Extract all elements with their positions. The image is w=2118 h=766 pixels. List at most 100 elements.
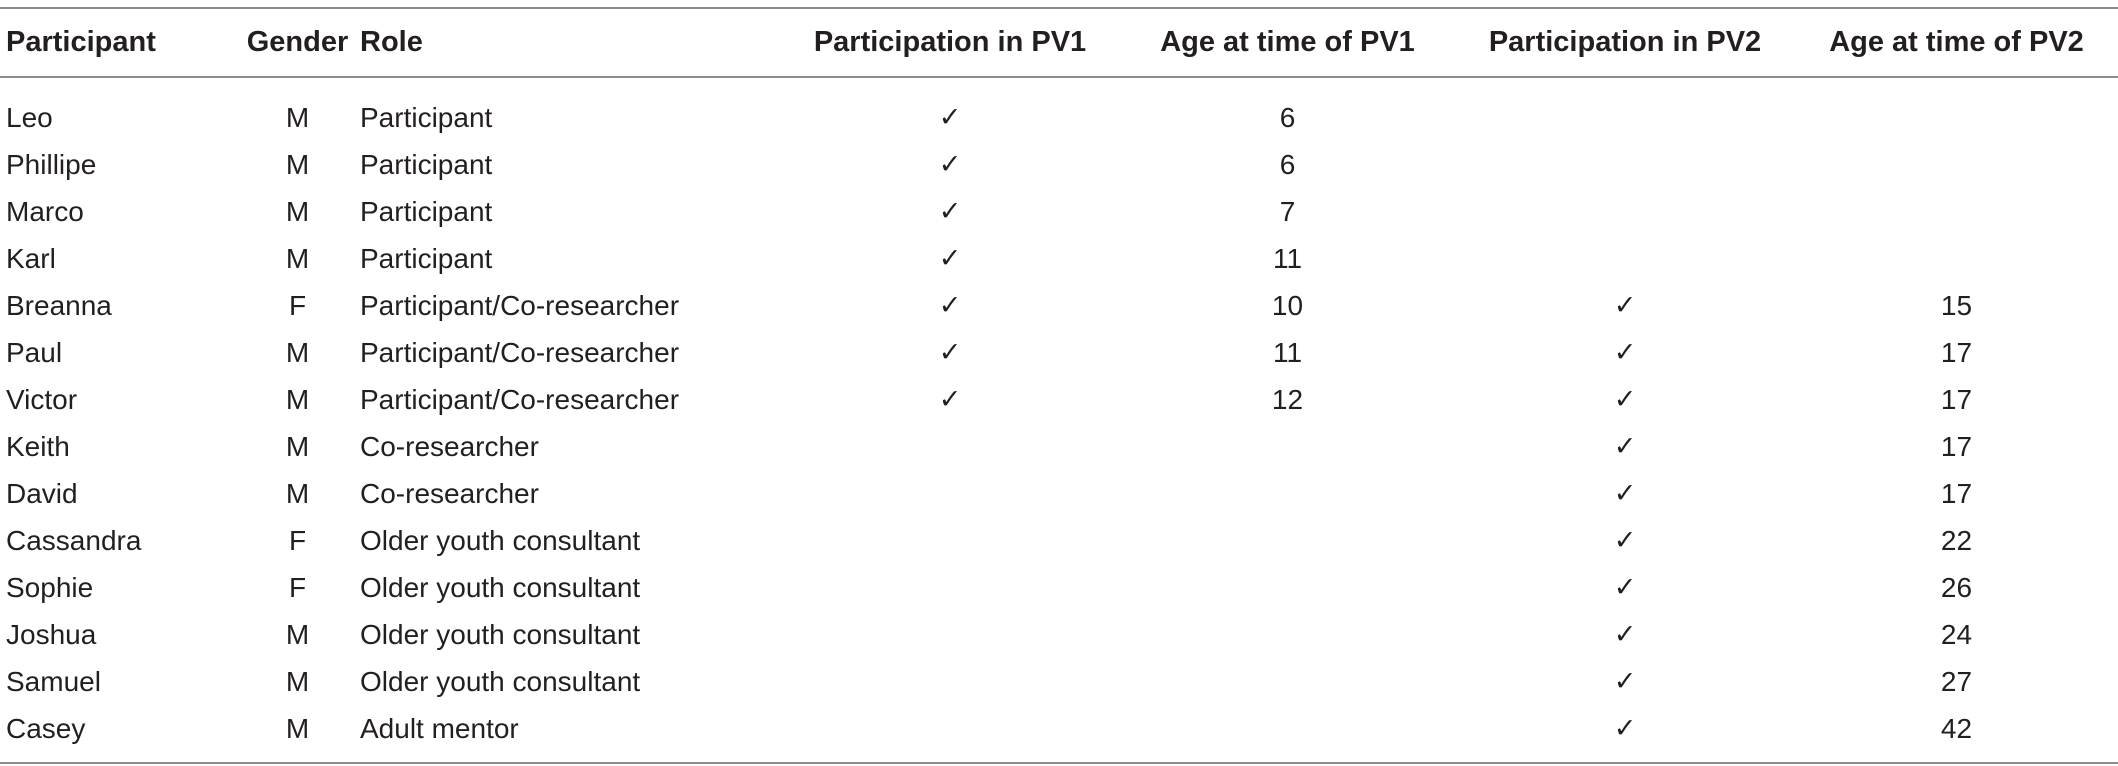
cell-participation-pv1-check-icon — [780, 611, 1120, 658]
table-row: Keith M Co-researcher ✓ 17 — [0, 423, 2118, 470]
cell-age-pv2 — [1795, 77, 2118, 141]
header-participation-pv2: Participation in PV2 — [1488, 26, 1762, 58]
cell-age-pv2 — [1795, 141, 2118, 188]
cell-participation-pv1-check-icon — [780, 470, 1120, 517]
cell-participant: Leo — [6, 101, 53, 133]
header-age-pv2: Age at time of PV2 — [1829, 26, 2084, 58]
header-age-pv1: Age at time of PV1 — [1160, 26, 1415, 58]
cell-age-pv1: 7 — [1279, 195, 1296, 227]
cell-role: Older youth consultant — [360, 524, 641, 556]
table-row: Marco M Participant ✓ 7 — [0, 188, 2118, 235]
cell-participation-pv1-check-icon: ✓ — [938, 149, 962, 180]
table-body: Leo M Participant ✓ 6 Phillipe M Partici… — [0, 77, 2118, 763]
cell-participation-pv1-check-icon: ✓ — [938, 196, 962, 227]
cell-age-pv1 — [1120, 564, 1455, 611]
cell-age-pv2: 24 — [1940, 618, 1973, 650]
header-gender: Gender — [246, 26, 349, 58]
cell-participation-pv1-check-icon — [780, 705, 1120, 763]
cell-role: Participant/Co-researcher — [360, 289, 680, 321]
cell-role: Participant/Co-researcher — [360, 383, 680, 415]
table-row: Cassandra F Older youth consultant ✓ 22 — [0, 517, 2118, 564]
cell-participation-pv2-check-icon: ✓ — [1613, 478, 1637, 509]
header-participant: Participant — [6, 26, 156, 58]
cell-age-pv2: 22 — [1940, 524, 1973, 556]
cell-participant: Victor — [6, 383, 78, 415]
cell-participant: David — [6, 477, 78, 509]
cell-participation-pv1-check-icon — [780, 517, 1120, 564]
cell-participation-pv2-check-icon: ✓ — [1613, 713, 1637, 744]
cell-age-pv2 — [1795, 235, 2118, 282]
cell-participation-pv1-check-icon: ✓ — [938, 102, 962, 133]
cell-gender: M — [285, 477, 310, 509]
cell-gender: M — [285, 430, 310, 462]
cell-participation-pv2-check-icon: ✓ — [1613, 572, 1637, 603]
cell-age-pv1: 6 — [1279, 148, 1296, 180]
cell-participation-pv2-check-icon: ✓ — [1613, 337, 1637, 368]
cell-participation-pv1-check-icon: ✓ — [938, 290, 962, 321]
cell-age-pv1 — [1120, 470, 1455, 517]
cell-age-pv2: 17 — [1940, 336, 1973, 368]
cell-age-pv1 — [1120, 658, 1455, 705]
table-row: Phillipe M Participant ✓ 6 — [0, 141, 2118, 188]
cell-gender: M — [285, 148, 310, 180]
cell-role: Participant — [360, 242, 493, 274]
table-row: Casey M Adult mentor ✓ 42 — [0, 705, 2118, 763]
table-row: David M Co-researcher ✓ 17 — [0, 470, 2118, 517]
cell-participation-pv2-check-icon — [1455, 188, 1795, 235]
table-row: Sophie F Older youth consultant ✓ 26 — [0, 564, 2118, 611]
cell-participation-pv2-check-icon — [1455, 235, 1795, 282]
cell-age-pv1: 11 — [1272, 336, 1303, 368]
cell-age-pv2: 17 — [1940, 383, 1973, 415]
table-row: Victor M Participant/Co-researcher ✓ 12 … — [0, 376, 2118, 423]
table-row: Breanna F Participant/Co-researcher ✓ 10… — [0, 282, 2118, 329]
cell-age-pv2 — [1795, 188, 2118, 235]
cell-gender: M — [285, 665, 310, 697]
cell-gender: M — [285, 383, 310, 415]
cell-gender: M — [285, 242, 310, 274]
table-row: Samuel M Older youth consultant ✓ 27 — [0, 658, 2118, 705]
table-row: Leo M Participant ✓ 6 — [0, 77, 2118, 141]
cell-gender: F — [288, 571, 307, 603]
cell-age-pv1: 12 — [1271, 383, 1304, 415]
cell-age-pv2: 27 — [1940, 665, 1973, 697]
cell-participation-pv1-check-icon: ✓ — [938, 384, 962, 415]
cell-age-pv2: 15 — [1940, 289, 1973, 321]
cell-participant: Phillipe — [6, 148, 97, 180]
cell-participation-pv1-check-icon: ✓ — [938, 243, 962, 274]
cell-role: Older youth consultant — [360, 665, 641, 697]
table-row: Karl M Participant ✓ 11 — [0, 235, 2118, 282]
cell-participation-pv2-check-icon: ✓ — [1613, 619, 1637, 650]
cell-participation-pv2-check-icon: ✓ — [1613, 431, 1637, 462]
cell-age-pv2: 17 — [1940, 477, 1973, 509]
table-row: Paul M Participant/Co-researcher ✓ 11 ✓ … — [0, 329, 2118, 376]
header-participation-pv1: Participation in PV1 — [813, 26, 1087, 58]
cell-role: Co-researcher — [360, 477, 539, 509]
table-row: Joshua M Older youth consultant ✓ 24 — [0, 611, 2118, 658]
cell-role: Adult mentor — [360, 712, 519, 744]
cell-gender: M — [285, 336, 310, 368]
cell-age-pv2: 26 — [1940, 571, 1973, 603]
cell-age-pv1 — [1120, 705, 1455, 763]
cell-age-pv2: 42 — [1940, 712, 1973, 744]
cell-age-pv1 — [1120, 423, 1455, 470]
cell-participation-pv1-check-icon — [780, 564, 1120, 611]
cell-participant: Karl — [6, 242, 56, 274]
cell-participation-pv2-check-icon — [1455, 77, 1795, 141]
cell-role: Co-researcher — [360, 430, 539, 462]
cell-age-pv1 — [1120, 611, 1455, 658]
header-row: Participant Gender Role Participation in… — [0, 8, 2118, 77]
cell-participant: Paul — [6, 336, 63, 368]
cell-participation-pv2-check-icon: ✓ — [1613, 384, 1637, 415]
cell-role: Participant/Co-researcher — [360, 336, 680, 368]
cell-participant: Breanna — [6, 289, 112, 321]
cell-age-pv2: 17 — [1940, 430, 1973, 462]
cell-gender: M — [285, 195, 310, 227]
cell-participant: Cassandra — [6, 524, 142, 556]
cell-participation-pv2-check-icon — [1455, 141, 1795, 188]
cell-participant: Sophie — [6, 571, 94, 603]
cell-participation-pv2-check-icon: ✓ — [1613, 525, 1637, 556]
cell-role: Older youth consultant — [360, 571, 641, 603]
cell-participation-pv2-check-icon: ✓ — [1613, 666, 1637, 697]
cell-role: Participant — [360, 101, 493, 133]
cell-gender: M — [285, 101, 310, 133]
